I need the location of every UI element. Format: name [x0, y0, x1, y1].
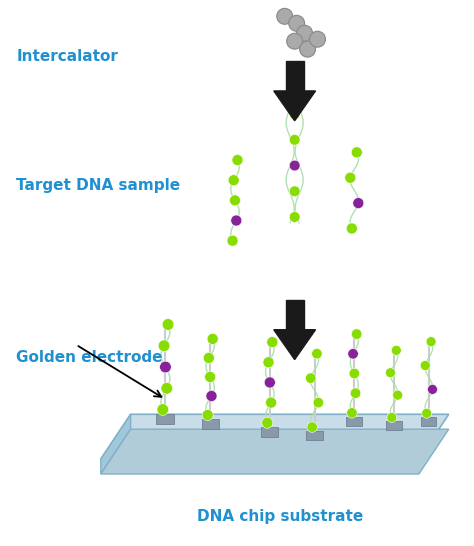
- Circle shape: [265, 397, 277, 408]
- Circle shape: [162, 319, 174, 330]
- Circle shape: [267, 337, 278, 348]
- Circle shape: [203, 352, 214, 364]
- Circle shape: [228, 175, 239, 186]
- Bar: [307, 431, 323, 440]
- Circle shape: [313, 397, 324, 408]
- Circle shape: [310, 31, 326, 47]
- Bar: [386, 422, 401, 430]
- Circle shape: [206, 390, 217, 401]
- Bar: [421, 417, 437, 426]
- Circle shape: [349, 368, 360, 379]
- Circle shape: [289, 134, 300, 145]
- Circle shape: [393, 390, 402, 400]
- Polygon shape: [274, 330, 316, 360]
- Circle shape: [307, 422, 318, 432]
- Circle shape: [387, 413, 397, 423]
- Circle shape: [351, 329, 362, 339]
- Bar: [286, 300, 304, 330]
- Polygon shape: [101, 414, 131, 474]
- Circle shape: [346, 408, 357, 418]
- Circle shape: [420, 360, 430, 371]
- Circle shape: [350, 388, 361, 399]
- Bar: [286, 61, 304, 91]
- Circle shape: [161, 382, 173, 394]
- Circle shape: [202, 410, 213, 420]
- Bar: [261, 427, 278, 437]
- Bar: [156, 414, 174, 424]
- Circle shape: [289, 109, 300, 120]
- Circle shape: [305, 373, 316, 383]
- Circle shape: [428, 384, 438, 394]
- Circle shape: [353, 198, 364, 209]
- Polygon shape: [274, 91, 316, 121]
- Circle shape: [227, 235, 238, 246]
- Circle shape: [385, 368, 395, 378]
- Polygon shape: [101, 429, 449, 474]
- Bar: [201, 419, 219, 429]
- Circle shape: [277, 8, 292, 24]
- Circle shape: [229, 195, 240, 206]
- Circle shape: [157, 403, 169, 416]
- Circle shape: [262, 417, 273, 428]
- Circle shape: [289, 212, 300, 222]
- Circle shape: [263, 357, 274, 368]
- Text: Intercalator: Intercalator: [16, 49, 118, 64]
- Circle shape: [312, 348, 322, 359]
- Text: Target DNA sample: Target DNA sample: [16, 178, 181, 193]
- Circle shape: [346, 223, 357, 234]
- Circle shape: [289, 160, 300, 171]
- Circle shape: [351, 147, 362, 158]
- Circle shape: [207, 334, 218, 345]
- Circle shape: [160, 361, 171, 373]
- Circle shape: [297, 25, 312, 41]
- Circle shape: [422, 408, 432, 418]
- Circle shape: [348, 348, 358, 359]
- Circle shape: [289, 15, 305, 31]
- Circle shape: [300, 41, 316, 57]
- Text: DNA chip substrate: DNA chip substrate: [197, 509, 363, 524]
- Circle shape: [392, 346, 401, 355]
- Circle shape: [158, 340, 170, 352]
- Polygon shape: [101, 414, 449, 459]
- Circle shape: [232, 155, 243, 165]
- Bar: [346, 417, 362, 426]
- Text: Golden electrode: Golden electrode: [16, 349, 163, 365]
- Circle shape: [264, 377, 275, 388]
- Circle shape: [426, 337, 436, 347]
- Circle shape: [287, 33, 302, 49]
- Circle shape: [345, 172, 356, 183]
- Circle shape: [289, 186, 300, 197]
- Circle shape: [231, 215, 242, 226]
- Circle shape: [205, 371, 216, 383]
